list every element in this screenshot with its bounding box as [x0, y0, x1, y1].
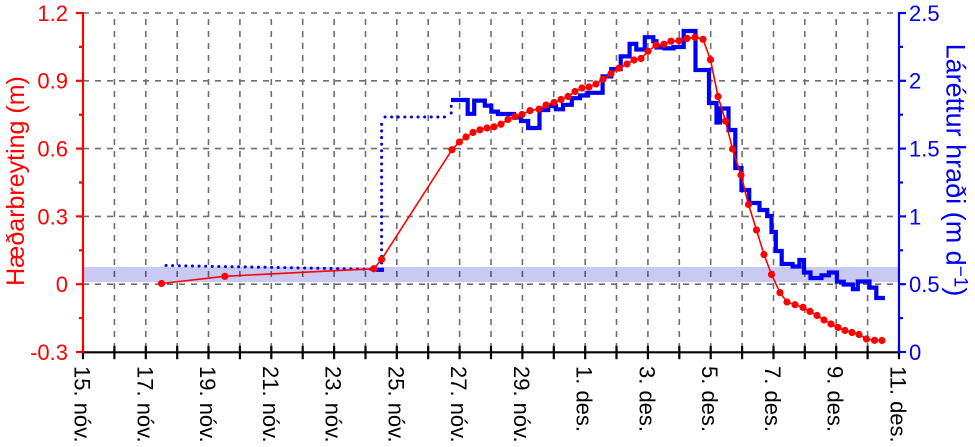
- svg-text:17. nóv.: 17. nóv.: [132, 366, 157, 443]
- svg-text:0.3: 0.3: [37, 204, 68, 229]
- svg-text:27. nóv.: 27. nóv.: [446, 366, 471, 443]
- svg-text:1. des.: 1. des.: [572, 366, 597, 432]
- svg-text:5. des.: 5. des.: [697, 366, 722, 432]
- svg-text:0.5: 0.5: [909, 272, 940, 297]
- svg-text:19. nóv.: 19. nóv.: [195, 366, 220, 443]
- svg-text:11. des.: 11. des.: [886, 366, 911, 443]
- svg-text:21. nóv.: 21. nóv.: [258, 366, 283, 443]
- svg-text:0.6: 0.6: [37, 137, 68, 162]
- svg-text:9. des.: 9. des.: [823, 366, 848, 432]
- svg-text:2.5: 2.5: [909, 1, 940, 26]
- svg-text:Hæðarbreyting (m): Hæðarbreyting (m): [2, 76, 30, 286]
- svg-text:1: 1: [909, 204, 921, 229]
- svg-text:0: 0: [909, 340, 921, 365]
- svg-text:23. nóv.: 23. nóv.: [321, 366, 346, 443]
- svg-text:1.5: 1.5: [909, 137, 940, 162]
- svg-text:25. nóv.: 25. nóv.: [383, 366, 408, 443]
- svg-text:15. nóv.: 15. nóv.: [70, 366, 95, 443]
- svg-text:2: 2: [909, 69, 921, 94]
- svg-text:29. nóv.: 29. nóv.: [509, 366, 534, 443]
- svg-text:-0.3: -0.3: [30, 340, 68, 365]
- svg-text:0.9: 0.9: [37, 69, 68, 94]
- svg-text:0: 0: [56, 272, 68, 297]
- svg-text:7. des.: 7. des.: [760, 366, 785, 432]
- svg-text:Láréttur hraði (m d−1): Láréttur hraði (m d−1): [941, 44, 972, 297]
- svg-text:1.2: 1.2: [37, 1, 68, 26]
- svg-text:3. des.: 3. des.: [634, 366, 659, 432]
